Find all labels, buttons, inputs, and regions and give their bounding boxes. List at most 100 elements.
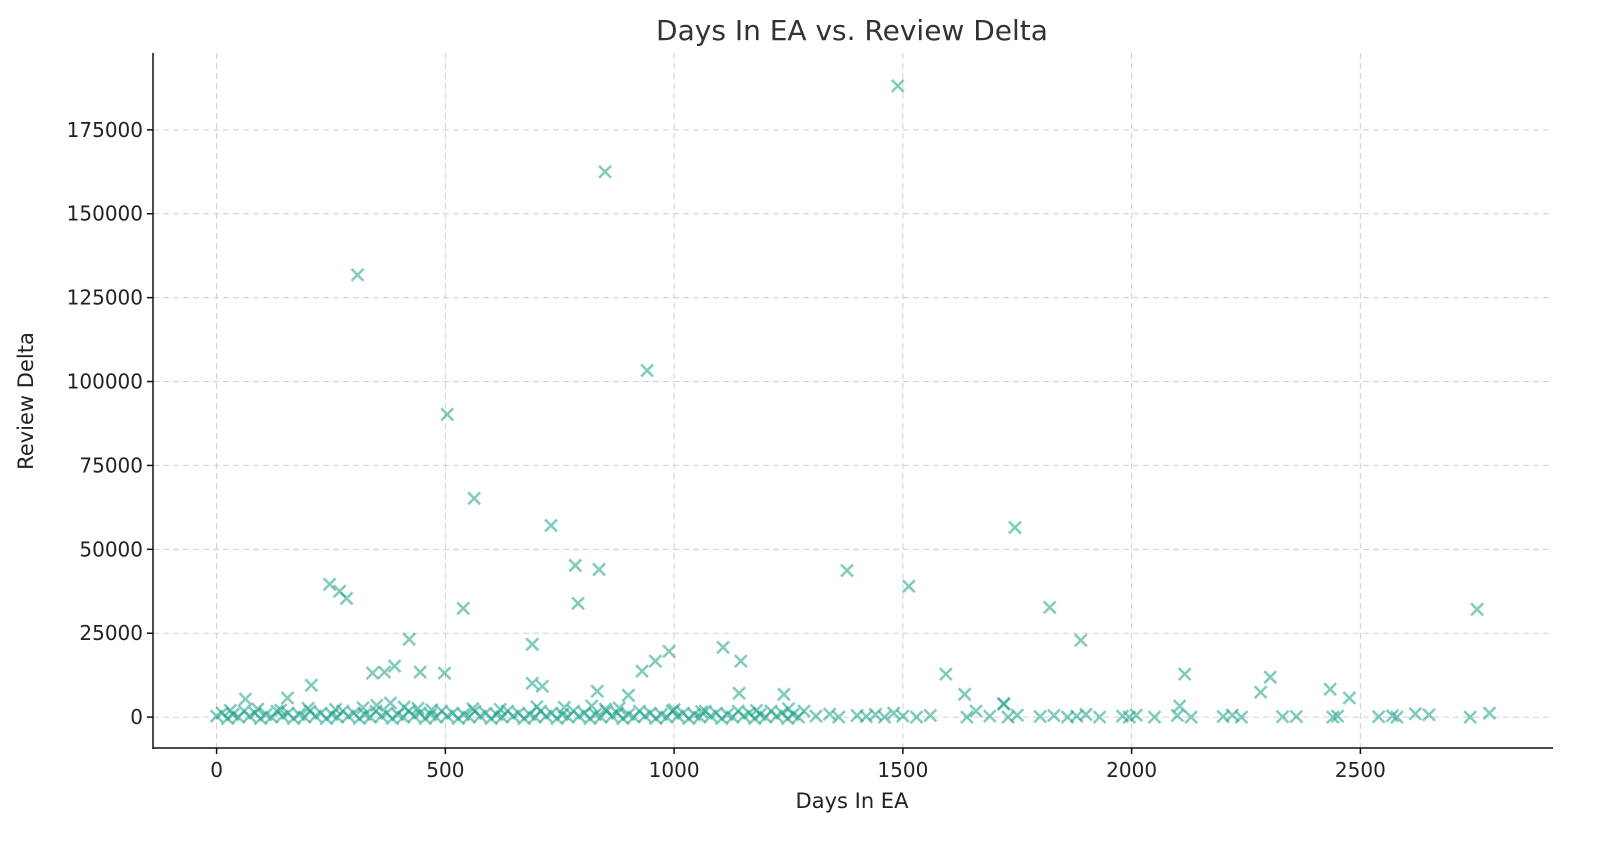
data-point-marker: [1046, 708, 1061, 723]
data-point-marker: [969, 704, 983, 718]
data-point-marker: [598, 164, 612, 179]
data-point-marker: [890, 79, 905, 93]
data-point-marker: [1482, 706, 1497, 720]
data-point-marker: [635, 664, 649, 679]
data-point-marker: [1042, 600, 1057, 615]
data-point-marker: [909, 710, 924, 725]
data-point-marker: [640, 363, 655, 378]
x-tick-label: 2000: [1106, 758, 1157, 782]
data-point-marker: [339, 591, 354, 606]
data-point-marker: [662, 644, 676, 659]
data-point-marker: [273, 703, 288, 717]
data-point-marker: [886, 706, 901, 720]
data-point-marker: [1371, 709, 1386, 724]
data-point-marker: [1275, 709, 1290, 724]
data-point-marker: [1078, 707, 1093, 722]
data-point-marker: [383, 696, 398, 710]
data-point-marker: [525, 676, 540, 691]
data-point-marker: [223, 703, 238, 718]
data-point-marker: [467, 491, 482, 506]
data-point-marker: [996, 696, 1011, 711]
data-point-marker: [413, 665, 428, 680]
data-point-marker: [525, 637, 540, 652]
data-point-marker: [535, 679, 550, 694]
data-point-marker: [411, 701, 425, 716]
data-point-marker: [529, 699, 544, 714]
data-point-marker: [621, 688, 636, 703]
data-point-marker: [592, 562, 606, 577]
y-axis-label: Review Delta: [14, 332, 38, 470]
data-point-marker: [901, 579, 916, 594]
data-point-marker: [612, 701, 627, 715]
data-point-marker: [387, 659, 402, 674]
data-point-marker: [356, 700, 370, 715]
data-point-marker: [377, 665, 392, 680]
data-point-marker: [584, 699, 599, 713]
data-point-marker: [402, 632, 417, 647]
x-tick-label: 1500: [877, 758, 928, 782]
data-point-marker: [923, 708, 938, 723]
data-point-marker: [238, 692, 253, 706]
data-points: [209, 79, 1497, 726]
data-point-marker: [667, 702, 681, 717]
data-point-marker: [1177, 667, 1192, 682]
data-point-marker: [1289, 709, 1304, 724]
data-point-marker: [809, 709, 823, 724]
data-point-marker: [440, 407, 455, 422]
data-point-marker: [328, 702, 343, 717]
y-tick-label: 0: [130, 705, 143, 729]
ticks: 0 500 1000 1500 2000 250002500050000750001000…: [67, 118, 1386, 782]
data-point-marker: [1326, 710, 1340, 725]
data-point-marker: [732, 686, 746, 701]
data-point-marker: [568, 558, 583, 573]
data-point-marker: [544, 518, 558, 533]
data-point-marker: [895, 709, 910, 724]
data-point-marker: [598, 702, 613, 716]
data-point-marker: [456, 601, 471, 616]
data-point-marker: [1263, 670, 1278, 685]
data-point-marker: [1033, 709, 1048, 724]
data-point-marker: [982, 709, 997, 724]
data-point-marker: [365, 666, 380, 681]
x-tick-label: 500: [426, 758, 464, 782]
data-point-marker: [1010, 708, 1025, 722]
data-point-marker: [938, 667, 953, 682]
data-point-marker: [1253, 685, 1268, 700]
data-point-marker: [424, 702, 439, 717]
data-point-marker: [797, 704, 811, 718]
x-tick-label: 2500: [1335, 758, 1386, 782]
data-point-marker: [960, 710, 974, 725]
data-point-marker: [1234, 710, 1249, 725]
data-point-marker: [1323, 682, 1338, 697]
data-point-marker: [1463, 710, 1478, 725]
data-point-marker: [694, 704, 709, 719]
data-point-marker: [1092, 710, 1107, 725]
data-point-marker: [493, 702, 508, 717]
data-point-marker: [250, 702, 265, 716]
x-tick-label: 0: [210, 758, 223, 782]
data-point-marker: [1330, 709, 1345, 724]
data-point-marker: [1422, 707, 1436, 722]
data-point-marker: [1147, 710, 1162, 725]
data-point-marker: [571, 596, 585, 611]
data-point-marker: [465, 701, 480, 716]
x-axis-label: Days In EA: [796, 789, 910, 813]
data-point-marker: [777, 687, 791, 702]
data-point-marker: [304, 678, 319, 693]
data-point-marker: [1342, 691, 1357, 705]
y-tick-label: 25000: [79, 621, 143, 645]
data-point-marker: [877, 710, 892, 725]
grid: [153, 53, 1553, 748]
data-point-marker: [1073, 633, 1088, 648]
data-point-marker: [957, 687, 972, 702]
y-tick-label: 50000: [79, 537, 143, 561]
data-point-marker: [868, 707, 883, 722]
data-point-marker: [1129, 708, 1144, 722]
data-point-marker: [734, 654, 748, 668]
data-point-marker: [590, 684, 605, 699]
data-point-marker: [397, 700, 412, 714]
data-point-marker: [1470, 602, 1484, 617]
data-point-marker: [822, 707, 837, 721]
y-tick-label: 150000: [67, 202, 143, 226]
